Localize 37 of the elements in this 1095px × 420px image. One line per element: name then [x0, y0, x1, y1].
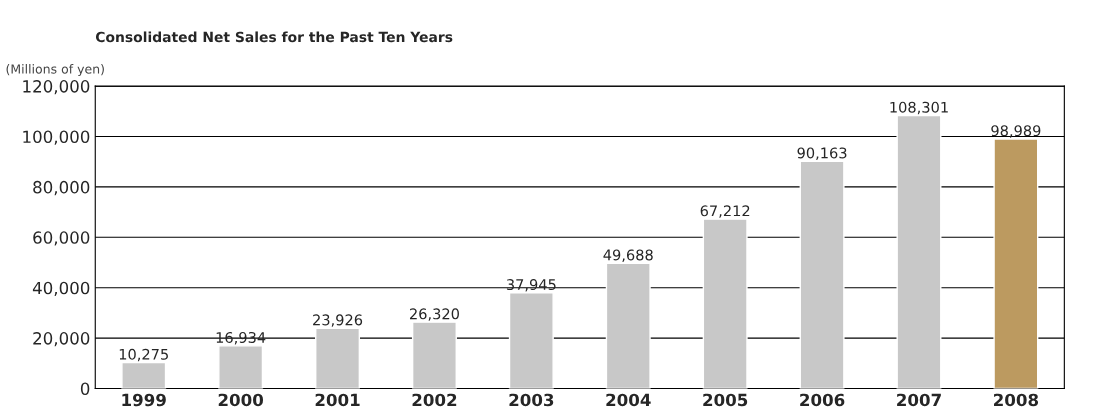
data-label: 98,989	[991, 125, 1041, 138]
y-tick-label: 80,000	[33, 180, 90, 196]
x-tick-label: 2004	[606, 393, 651, 407]
bar	[508, 292, 554, 389]
bar	[411, 321, 457, 389]
bar	[799, 160, 845, 389]
x-tick-label: 2006	[800, 393, 845, 407]
data-label: 67,212	[700, 205, 750, 218]
x-tick-label: 1999	[122, 393, 166, 407]
bar	[315, 327, 361, 389]
bar	[993, 138, 1039, 389]
bar	[896, 114, 942, 389]
data-label: 108,301	[890, 101, 948, 115]
x-tick-label: 2008	[994, 393, 1039, 407]
x-tick-label: 2005	[703, 393, 748, 407]
x-tick-label: 2001	[315, 393, 360, 407]
y-tick-label: 60,000	[33, 231, 90, 246]
bar	[218, 345, 264, 389]
y-tick-label: 100,000	[23, 130, 90, 145]
data-label: 26,320	[410, 308, 459, 321]
x-tick-label: 2007	[897, 393, 941, 407]
data-label: 49,688	[603, 249, 653, 262]
bar	[702, 218, 748, 389]
y-tick-label: 20,000	[33, 332, 90, 347]
data-label: 23,926	[313, 314, 363, 327]
chart-title: Consolidated Net Sales for the Past Ten Years	[95, 31, 453, 43]
data-label: 10,275	[119, 348, 168, 362]
data-label: 90,163	[797, 147, 847, 160]
y-tick-label: 120,000	[23, 80, 90, 95]
y-tick-label: 40,000	[32, 281, 90, 296]
x-tick-label: 2000	[218, 393, 264, 407]
x-tick-label: 2003	[509, 393, 554, 407]
y-tick-label: 0	[80, 382, 90, 396]
bar	[605, 262, 651, 389]
y-axis-title: (Millions of yen)	[6, 64, 104, 77]
x-tick-label: 2002	[412, 393, 457, 407]
bar	[121, 361, 167, 389]
